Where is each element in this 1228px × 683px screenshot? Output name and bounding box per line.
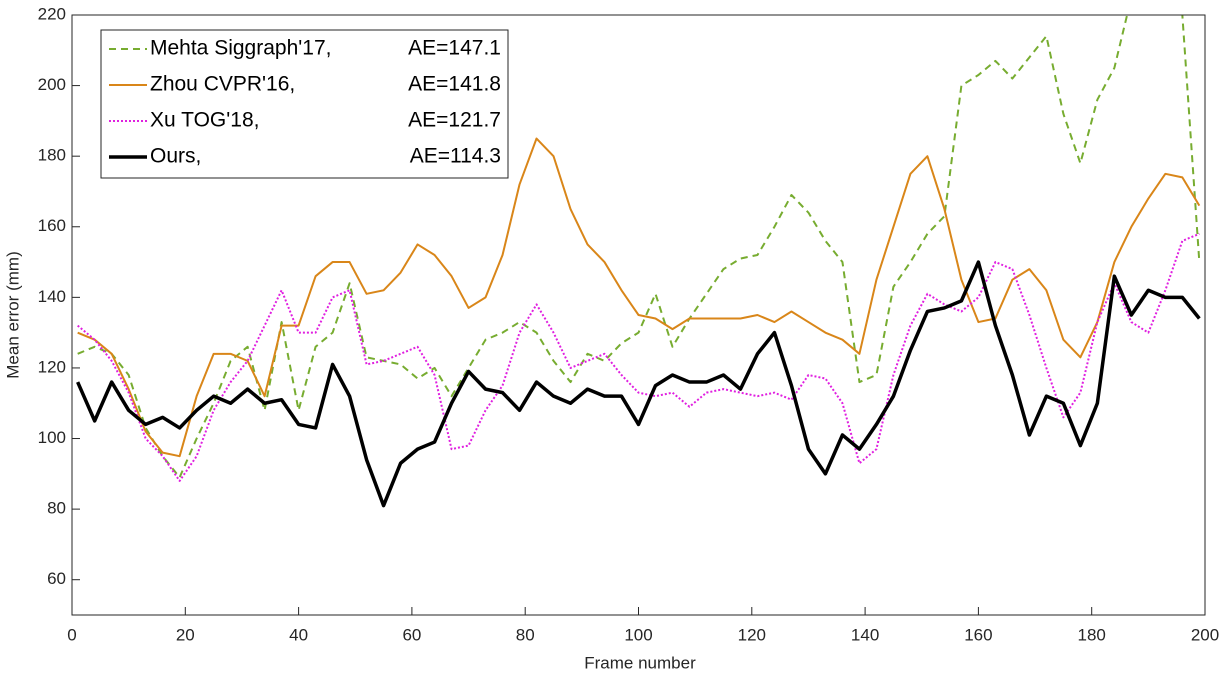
legend-box	[100, 29, 509, 179]
x-tick-label: 200	[1191, 625, 1219, 644]
x-tick-label: 0	[67, 625, 76, 644]
legend-label: Ours,	[150, 145, 201, 168]
legend-label: Mehta Siggraph'17,	[150, 37, 331, 60]
y-tick-label: 120	[38, 357, 66, 376]
y-tick-label: 80	[47, 499, 66, 518]
x-tick-label: 20	[176, 625, 195, 644]
series-line	[77, 137, 1201, 458]
legend: Mehta Siggraph'17, AE=147.1 Zhou CVPR'16, A…	[100, 29, 509, 179]
legend-ae: AE=141.8	[408, 73, 501, 96]
y-tick-label: 220	[38, 4, 66, 23]
legend-ae: AE=147.1	[408, 37, 501, 60]
y-axis-label: Mean error (mm)	[3, 251, 22, 379]
x-tick-label: 40	[289, 625, 308, 644]
x-tick-label: 160	[964, 625, 992, 644]
x-tick-label: 180	[1078, 625, 1106, 644]
series-line	[76, 260, 1201, 508]
x-tick-label: 140	[851, 625, 879, 644]
legend-label: Zhou CVPR'16,	[150, 73, 295, 96]
y-tick-label: 160	[38, 216, 66, 235]
legend-ae: AE=121.7	[408, 109, 501, 132]
x-axis-label: Frame number	[584, 653, 696, 672]
y-tick-label: 60	[47, 569, 66, 588]
x-tick-label: 120	[738, 625, 766, 644]
y-tick-label: 140	[38, 287, 66, 306]
series-line	[77, 232, 1200, 482]
y-tick-label: 200	[38, 75, 66, 94]
x-tick-label: 80	[516, 625, 535, 644]
x-tick-label: 60	[402, 625, 421, 644]
legend-ae: AE=114.3	[410, 145, 501, 168]
y-tick-label: 100	[38, 428, 66, 447]
x-tick-label: 100	[624, 625, 652, 644]
y-tick-label: 180	[38, 146, 66, 165]
series-line	[77, 15, 1201, 479]
legend-label: Xu TOG'18,	[150, 109, 259, 132]
